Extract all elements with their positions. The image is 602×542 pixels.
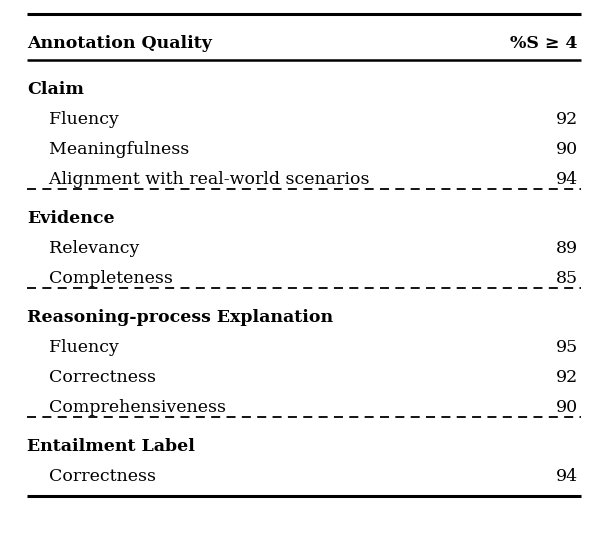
Text: 94: 94 — [556, 468, 578, 485]
Text: Relevancy: Relevancy — [27, 240, 140, 257]
Text: 94: 94 — [556, 171, 578, 188]
Text: 90: 90 — [556, 399, 578, 416]
Text: Fluency: Fluency — [27, 339, 119, 356]
Text: Correctness: Correctness — [27, 369, 156, 386]
Text: Entailment Label: Entailment Label — [27, 438, 195, 455]
Text: Meaningfulness: Meaningfulness — [27, 141, 190, 158]
Text: Alignment with real-world scenarios: Alignment with real-world scenarios — [27, 171, 370, 188]
Text: 95: 95 — [556, 339, 578, 356]
Text: 92: 92 — [556, 111, 578, 128]
Text: Reasoning-process Explanation: Reasoning-process Explanation — [27, 309, 334, 326]
Text: Evidence: Evidence — [27, 210, 115, 227]
Text: Correctness: Correctness — [27, 468, 156, 485]
Text: Completeness: Completeness — [27, 270, 173, 287]
Text: %S ≥ 4: %S ≥ 4 — [510, 35, 578, 52]
Text: 85: 85 — [556, 270, 578, 287]
Text: 90: 90 — [556, 141, 578, 158]
Text: Fluency: Fluency — [27, 111, 119, 128]
Text: 92: 92 — [556, 369, 578, 386]
Text: 89: 89 — [556, 240, 578, 257]
Text: Comprehensiveness: Comprehensiveness — [27, 399, 226, 416]
Text: Annotation Quality: Annotation Quality — [27, 35, 212, 52]
Text: Claim: Claim — [27, 81, 84, 98]
